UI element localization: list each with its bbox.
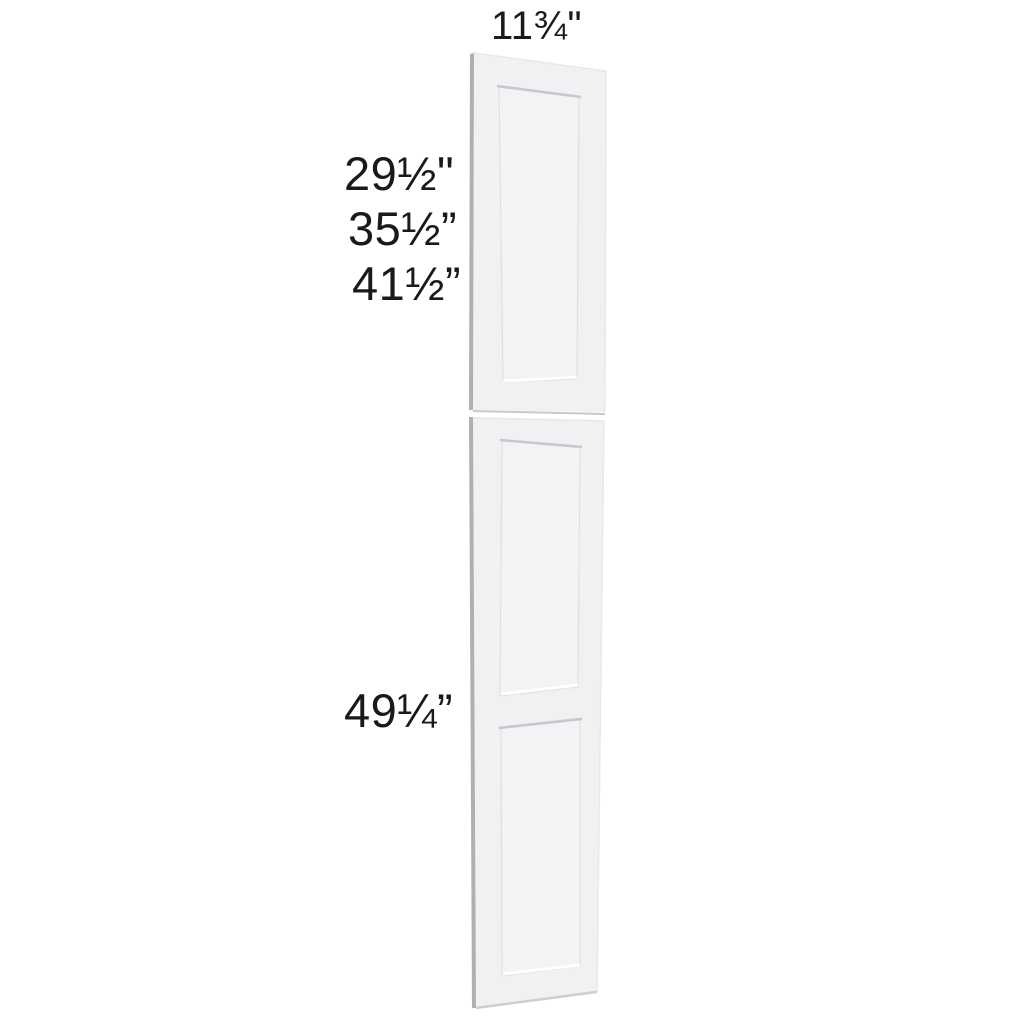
upper-door-left-edge bbox=[469, 53, 474, 410]
door-seam-lower-edge-line bbox=[472, 417, 605, 422]
upper-height-option-3: 41½” bbox=[352, 257, 462, 310]
lower-door-panel-top bbox=[499, 439, 581, 697]
lower-door-left-edge bbox=[469, 417, 476, 1008]
lower-panel-top-bottom-highlight bbox=[500, 683, 579, 696]
upper-panel-top-bevel-line bbox=[496, 84, 582, 99]
lower-door-panel-bottom bbox=[500, 717, 581, 977]
upper-door-panel bbox=[498, 86, 580, 383]
lower-panel-bottom-highlight bbox=[502, 963, 581, 976]
upper-height-option-1: 29½" bbox=[344, 147, 455, 200]
lower-door-height-label: 49¼” bbox=[344, 684, 454, 737]
upper-height-option-2: 35½” bbox=[348, 202, 458, 255]
upper-door-height-options: 29½" 35½” 41½” bbox=[344, 146, 461, 311]
door-bottom-shadow bbox=[475, 990, 598, 1010]
upper-panel-bottom-highlight bbox=[502, 375, 578, 383]
upper-door-outline-edge bbox=[473, 52, 607, 413]
door-seam-line bbox=[472, 410, 606, 415]
lower-panel-bottom-bevel-line bbox=[498, 717, 583, 730]
lower-panel-top-bevel-line bbox=[499, 438, 583, 449]
width-dimension-label: 11¾" bbox=[491, 4, 583, 48]
